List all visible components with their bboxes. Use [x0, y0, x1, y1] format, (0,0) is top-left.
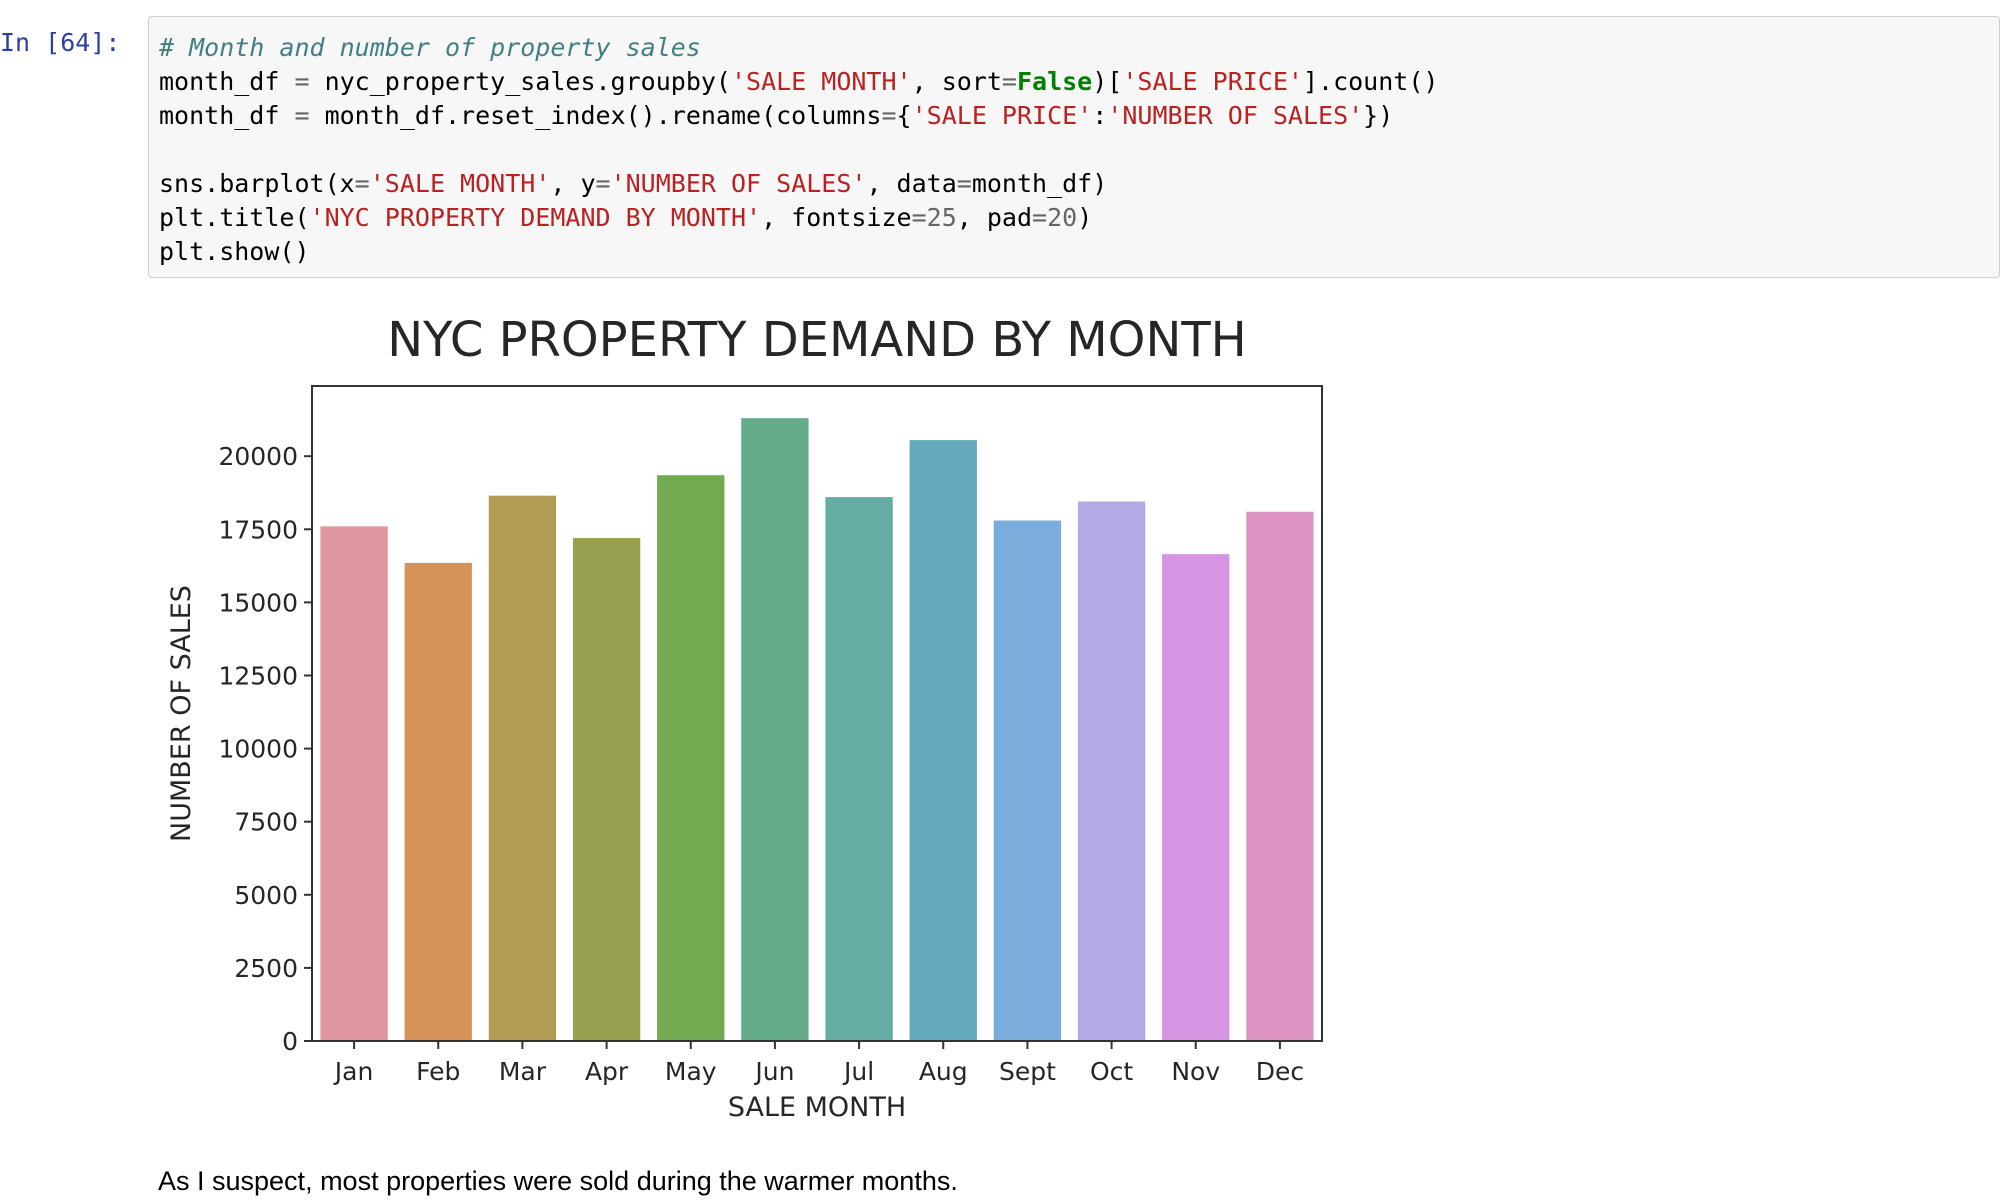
code-token: 'NUMBER OF SALES': [1107, 101, 1364, 130]
code-token: 'SALE MONTH': [369, 169, 551, 198]
bar-sept: [993, 520, 1062, 1041]
code-token: =: [294, 67, 310, 96]
y-axis-label: NUMBER OF SALES: [166, 585, 197, 842]
code-token: ].count(): [1302, 67, 1439, 96]
code-token: nyc_property_sales.groupby(: [309, 67, 731, 96]
x-tick-label: Feb: [416, 1057, 460, 1086]
bar-jul: [825, 497, 893, 1041]
code-token: , fontsize: [761, 203, 912, 232]
code-line: # Month and number of property sales: [159, 31, 1989, 65]
code-token: False: [1016, 67, 1093, 96]
markdown-text: As I suspect, most properties were sold …: [158, 1166, 958, 1196]
x-tick-label: Mar: [499, 1057, 547, 1086]
bar-may: [657, 475, 725, 1041]
bar-aug: [909, 440, 977, 1042]
bar-jan: [320, 526, 388, 1041]
y-tick-label: 5000: [234, 881, 298, 910]
x-tick-label: Apr: [585, 1057, 629, 1086]
code-line: month_df = month_df.reset_index().rename…: [159, 99, 1989, 133]
cell-output: NYC PROPERTY DEMAND BY MONTH 0 2500 5000 750…: [148, 290, 1348, 1130]
code-line: plt.title('NYC PROPERTY DEMAND BY MONTH'…: [159, 201, 1989, 235]
code-token: sns.barplot(x: [159, 169, 355, 198]
code-token: 'SALE PRICE': [911, 101, 1093, 130]
code-token: =: [354, 169, 370, 198]
code-token: month_df): [971, 169, 1108, 198]
y-tick-label: 20000: [218, 442, 298, 471]
x-tick-label: Aug: [919, 1057, 968, 1086]
code-token: {: [896, 101, 912, 130]
y-tick-label: 17500: [218, 515, 298, 544]
bar-apr: [572, 538, 641, 1041]
bar-nov: [1162, 554, 1230, 1041]
code-token: plt.title(: [159, 203, 310, 232]
y-tick-label: 15000: [218, 588, 298, 617]
code-token: month_df: [159, 101, 295, 130]
x-tick-label: Dec: [1256, 1057, 1304, 1086]
code-token: :: [1092, 101, 1108, 130]
code-token: , y: [550, 169, 596, 198]
code-token: =: [1032, 203, 1048, 232]
x-tick-label: Jan: [333, 1057, 374, 1086]
code-token: plt.show(): [159, 237, 310, 266]
bar-dec: [1246, 511, 1314, 1042]
bar-oct: [1077, 501, 1146, 1042]
x-tick-label: Jul: [842, 1057, 874, 1086]
code-token: [159, 135, 174, 164]
code-token: , sort: [911, 67, 1002, 96]
code-token: 'NUMBER OF SALES': [610, 169, 867, 198]
bar-jun: [741, 418, 809, 1041]
plot-frame: [311, 385, 1323, 1042]
bar-chart: NYC PROPERTY DEMAND BY MONTH 0 2500 5000 750…: [166, 312, 1323, 1123]
code-token: =: [911, 203, 927, 232]
code-line: sns.barplot(x='SALE MONTH', y='NUMBER OF…: [159, 167, 1989, 201]
x-tick-label: May: [665, 1057, 717, 1086]
x-tick-label: Oct: [1090, 1057, 1133, 1086]
code-line: [159, 133, 1989, 167]
y-tick-label: 10000: [218, 735, 298, 764]
y-tick-label: 2500: [234, 954, 298, 983]
code-token: 'SALE PRICE': [1122, 67, 1303, 96]
code-token: month_df: [159, 67, 295, 96]
code-token: , pad: [956, 203, 1033, 232]
code-token: =: [956, 169, 972, 198]
code-line: plt.show(): [159, 235, 1989, 269]
x-axis-label: SALE MONTH: [728, 1092, 906, 1123]
code-token: 25: [926, 203, 957, 232]
code-token: =: [881, 101, 897, 130]
code-token: # Month and number of property sales: [159, 33, 701, 62]
code-token: month_df.reset_index().rename(columns: [309, 101, 882, 130]
cell-prompt: In [64]:: [0, 28, 121, 57]
x-tick-label: Nov: [1171, 1057, 1220, 1086]
bar-feb: [404, 562, 472, 1041]
code-cell-input[interactable]: # Month and number of property sales mont…: [148, 16, 2000, 278]
y-tick-label: 0: [282, 1027, 298, 1056]
y-tick-label: 12500: [218, 661, 298, 690]
code-token: , data: [866, 169, 957, 198]
code-token: 'SALE MONTH': [730, 67, 912, 96]
code-token: 'NYC PROPERTY DEMAND BY MONTH': [309, 203, 762, 232]
code-token: )[: [1092, 67, 1123, 96]
code-line: month_df = nyc_property_sales.groupby('S…: [159, 65, 1989, 99]
x-tick-label: Jun: [753, 1057, 794, 1086]
code-token: =: [595, 169, 611, 198]
bar-mar: [488, 495, 557, 1041]
chart-title: NYC PROPERTY DEMAND BY MONTH: [387, 312, 1247, 368]
x-tick-label: Sept: [999, 1057, 1056, 1086]
code-token: 20: [1047, 203, 1078, 232]
y-tick-label: 7500: [234, 808, 298, 837]
code-token: ): [1077, 203, 1093, 232]
code-token: =: [1001, 67, 1017, 96]
code-token: }): [1363, 101, 1394, 130]
code-token: =: [294, 101, 310, 130]
